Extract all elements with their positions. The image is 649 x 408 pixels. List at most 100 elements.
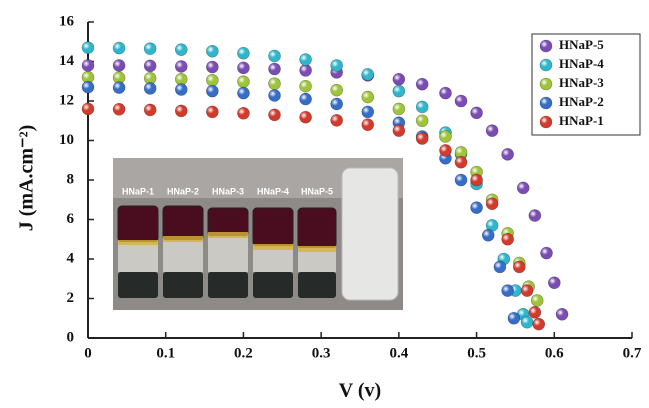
data-point xyxy=(331,98,343,110)
data-point xyxy=(416,101,428,113)
data-point xyxy=(82,103,94,115)
y-tick-label: 10 xyxy=(59,132,74,148)
data-point xyxy=(269,63,281,75)
data-point xyxy=(237,62,249,74)
data-point xyxy=(541,247,553,259)
data-point xyxy=(300,93,312,105)
data-point xyxy=(237,107,249,119)
legend-label: HNaP-5 xyxy=(559,37,604,52)
data-point xyxy=(331,59,343,71)
inset-label: HNaP-3 xyxy=(212,186,244,196)
inset-label: HNaP-2 xyxy=(167,186,199,196)
data-point xyxy=(529,210,541,222)
data-point xyxy=(113,59,125,71)
data-point xyxy=(502,148,514,160)
legend-label: HNaP-2 xyxy=(559,94,604,109)
data-point xyxy=(300,54,312,66)
data-point xyxy=(529,306,541,318)
data-point xyxy=(144,43,156,55)
chart: HNaP-1HNaP-2HNaP-3HNaP-4HNaP-5 V (v) J (… xyxy=(0,0,649,408)
data-point xyxy=(300,111,312,123)
y-tick-label: 4 xyxy=(67,250,75,266)
data-point xyxy=(362,91,374,103)
legend-marker xyxy=(540,116,552,128)
data-point xyxy=(206,74,218,86)
y-tick-label: 12 xyxy=(59,92,74,108)
y-tick-label: 8 xyxy=(67,171,75,187)
data-point xyxy=(362,68,374,80)
data-point xyxy=(486,198,498,210)
x-tick-label: 0.3 xyxy=(312,345,331,361)
data-point xyxy=(362,119,374,131)
data-point xyxy=(237,87,249,99)
y-axis-label: J (mA.cm⁻²) xyxy=(16,125,38,232)
data-point xyxy=(556,308,568,320)
data-point xyxy=(548,277,560,289)
data-point xyxy=(300,64,312,76)
x-tick-label: 0.7 xyxy=(623,345,642,361)
data-point xyxy=(471,202,483,214)
y-tick-label: 16 xyxy=(59,13,75,29)
inset-label: HNaP-5 xyxy=(301,186,333,196)
data-point xyxy=(300,80,312,92)
data-point xyxy=(362,106,374,118)
y-tick-label: 14 xyxy=(59,53,75,69)
data-point xyxy=(144,60,156,72)
data-point xyxy=(502,285,514,297)
data-point xyxy=(393,85,405,97)
y-tick-label: 2 xyxy=(67,290,75,306)
data-point xyxy=(82,81,94,93)
data-point xyxy=(531,294,543,306)
data-point xyxy=(269,109,281,121)
data-point xyxy=(416,133,428,145)
x-tick-label: 0.6 xyxy=(545,345,564,361)
y-tick-label: 0 xyxy=(67,329,75,345)
data-point xyxy=(82,42,94,54)
x-tick-label: 0.4 xyxy=(389,345,408,361)
data-point xyxy=(513,261,525,273)
inset-label: HNaP-4 xyxy=(257,186,289,196)
data-point xyxy=(113,42,125,54)
legend-marker xyxy=(540,78,552,90)
data-point xyxy=(206,106,218,118)
data-point xyxy=(455,95,467,107)
data-point xyxy=(502,233,514,245)
legend-label: HNaP-1 xyxy=(559,113,604,128)
data-point xyxy=(331,114,343,126)
x-tick-label: 0 xyxy=(84,345,92,361)
data-point xyxy=(175,60,187,72)
data-point xyxy=(113,82,125,94)
data-point xyxy=(144,104,156,116)
x-tick-label: 0.1 xyxy=(156,345,175,361)
data-point xyxy=(82,59,94,71)
data-point xyxy=(439,131,451,143)
data-point xyxy=(237,76,249,88)
y-tick-label: 6 xyxy=(67,211,75,227)
inset-label: HNaP-1 xyxy=(122,186,154,196)
legend-marker xyxy=(540,97,552,109)
data-point xyxy=(269,89,281,101)
legend-marker xyxy=(540,59,552,71)
data-point xyxy=(455,156,467,168)
data-point xyxy=(508,312,520,324)
data-point xyxy=(521,316,533,328)
data-point xyxy=(237,47,249,59)
data-point xyxy=(144,82,156,94)
data-point xyxy=(416,78,428,90)
data-point xyxy=(206,85,218,97)
data-point xyxy=(175,105,187,117)
data-point xyxy=(521,285,533,297)
data-point xyxy=(269,78,281,90)
data-point xyxy=(175,44,187,56)
data-point xyxy=(482,229,494,241)
data-point xyxy=(517,182,529,194)
data-point xyxy=(206,61,218,73)
data-point xyxy=(416,115,428,127)
inset-photo: HNaP-1 HNaP-2 HNaP-3 HNaP-4 HNaP-5 xyxy=(113,158,403,310)
data-point xyxy=(439,144,451,156)
data-point xyxy=(471,174,483,186)
data-point xyxy=(533,318,545,330)
legend-label: HNaP-3 xyxy=(559,75,604,90)
data-point xyxy=(486,125,498,137)
data-point xyxy=(331,84,343,96)
